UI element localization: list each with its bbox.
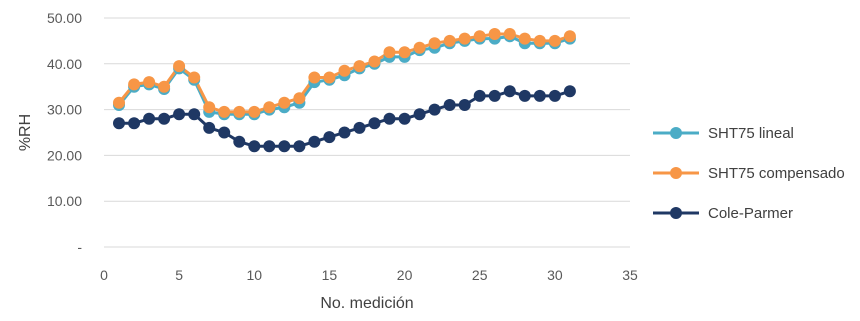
data-point	[353, 60, 366, 73]
data-point	[518, 89, 531, 102]
x-tick-labels: 0 5 10 15 20 25 30 35	[100, 267, 638, 283]
legend-marker	[670, 127, 682, 139]
data-point	[113, 96, 125, 109]
data-point	[308, 71, 321, 84]
data-point	[383, 112, 396, 125]
data-point	[353, 121, 366, 134]
data-point	[473, 89, 486, 102]
x-tick-label: 15	[322, 267, 338, 283]
data-point	[173, 60, 186, 73]
y-axis-title: %RH	[17, 114, 34, 151]
legend-marker	[670, 207, 682, 219]
x-tick-label: 35	[622, 267, 638, 283]
legend-label: Cole-Parmer	[708, 205, 793, 222]
x-tick-label: 5	[175, 267, 183, 283]
data-point	[338, 126, 351, 139]
data-point	[143, 76, 156, 89]
data-point	[503, 85, 516, 98]
data-point	[158, 112, 171, 125]
data-point	[548, 34, 561, 47]
data-point	[173, 108, 186, 121]
data-point	[143, 112, 156, 125]
data-point	[293, 140, 306, 153]
data-point	[158, 80, 171, 93]
data-point	[548, 89, 561, 102]
data-point	[368, 117, 381, 130]
data-point	[413, 108, 426, 121]
y-tick-labels: - 10.00 20.00 30.00 40.00 50.00	[47, 10, 82, 255]
data-point	[308, 135, 321, 148]
data-point	[533, 89, 546, 102]
data-point	[218, 105, 231, 118]
y-tick-label: 20.00	[47, 147, 82, 163]
data-point	[128, 78, 141, 91]
data-point	[488, 89, 501, 102]
data-point	[293, 92, 306, 105]
x-tick-label: 30	[547, 267, 563, 283]
data-point	[188, 71, 201, 84]
data-point	[428, 103, 441, 116]
data-point	[443, 34, 456, 47]
legend-label: SHT75 lineal	[708, 125, 794, 142]
data-point	[233, 105, 246, 118]
y-tick-label: 40.00	[47, 56, 82, 72]
data-point	[398, 46, 411, 59]
data-point	[263, 140, 276, 153]
legend-label: SHT75 compensado	[708, 165, 845, 182]
y-tick-label: 30.00	[47, 102, 82, 118]
data-point	[218, 126, 231, 139]
y-tick-label: -	[77, 239, 82, 255]
data-point	[563, 85, 576, 98]
data-point	[443, 99, 456, 111]
data-point	[398, 112, 411, 125]
data-point	[563, 30, 576, 43]
x-tick-label: 20	[397, 267, 413, 283]
y-tick-label: 50.00	[47, 10, 82, 26]
data-points	[113, 28, 576, 153]
legend: SHT75 lineal SHT75 compensado Cole-Parmer	[653, 125, 845, 222]
data-point	[338, 64, 351, 77]
data-point	[248, 105, 261, 118]
data-point	[428, 37, 441, 50]
data-point	[458, 32, 471, 45]
data-point	[278, 96, 291, 109]
x-tick-label: 25	[472, 267, 488, 283]
data-point	[518, 32, 531, 45]
legend-marker	[670, 167, 682, 179]
x-axis-title: No. medición	[320, 295, 413, 312]
data-point	[488, 28, 501, 40]
data-point	[368, 55, 381, 68]
data-point	[503, 28, 516, 40]
data-point	[248, 140, 261, 153]
x-tick-label: 10	[246, 267, 262, 283]
data-point	[203, 101, 216, 114]
data-point	[383, 46, 396, 59]
y-tick-label: 10.00	[47, 193, 82, 209]
data-point	[188, 108, 201, 121]
data-point	[473, 30, 486, 43]
data-point	[233, 135, 246, 148]
data-point	[533, 34, 546, 47]
x-tick-label: 0	[100, 267, 108, 283]
data-point	[203, 121, 216, 134]
data-point	[278, 140, 291, 153]
data-point	[458, 99, 471, 111]
data-point	[413, 41, 426, 54]
data-point	[113, 117, 125, 130]
data-point	[323, 131, 336, 144]
data-point	[263, 101, 276, 114]
data-point	[128, 117, 141, 130]
data-point	[323, 71, 336, 84]
